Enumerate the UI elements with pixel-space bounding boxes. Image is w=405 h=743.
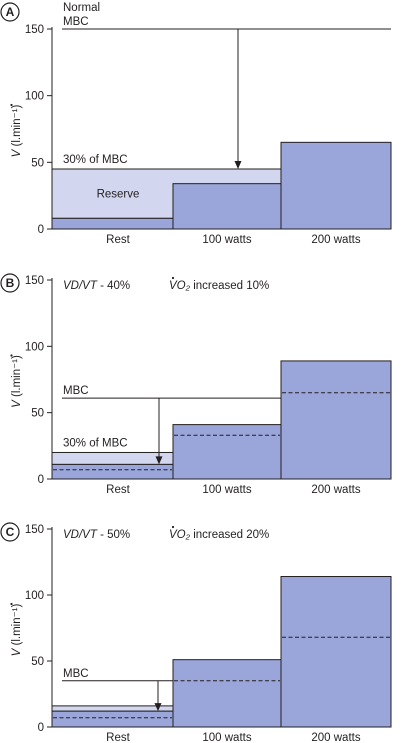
x-category-label: 200 watts: [311, 484, 360, 496]
annotation-vd-vt-symbol-rest: D/VT: [71, 280, 98, 292]
annotation-vd-vt-symbol-rest: D/VT: [71, 529, 98, 541]
annotation-vo2-symbol: V: [169, 529, 178, 541]
y-tick-label: 150: [25, 524, 44, 536]
bar-1: [172, 659, 282, 728]
y-axis-label-units: (l.min⁻¹): [11, 104, 23, 149]
annotation-vd-vt-text: VD/VT - 50%: [63, 529, 130, 541]
y-axis-label-units: (l.min⁻¹): [11, 355, 23, 400]
x-category-label: Rest: [106, 732, 130, 743]
x-category-label: 200 watts: [311, 234, 360, 246]
y-tick-label: 0: [38, 722, 44, 734]
panel-letter-badge: [0, 522, 20, 542]
panel-letter: A: [6, 5, 15, 19]
y-tick-label: 100: [25, 590, 44, 602]
x-category-label: Rest: [106, 484, 130, 496]
y-axis-label: V (l.min⁻¹): [11, 355, 23, 408]
panel-letter: B: [6, 276, 15, 290]
reserve-label: Reserve: [97, 189, 140, 201]
annotation-vo2: VO₂ increased 20%: [169, 529, 269, 541]
bar-0: [51, 463, 174, 480]
bar-1: [172, 424, 282, 480]
y-tick-label: 0: [38, 224, 44, 236]
reserve-band: [51, 705, 174, 712]
annotation-vo2-symbol-rest: O₂: [177, 280, 191, 292]
mbc-label: MBC: [63, 385, 89, 397]
bar-0: [51, 217, 174, 230]
x-category-label: Rest: [106, 234, 130, 246]
annotation-vo2-symbol: V: [169, 280, 178, 292]
annotation-vo2-dot: [171, 276, 175, 280]
y-axis-label: V (l.min⁻¹): [11, 603, 23, 656]
annotation-vo2-text: VO₂ increased 20%: [169, 529, 269, 541]
y-axis-label-dot: [10, 602, 13, 606]
y-tick-label: 50: [31, 408, 44, 420]
mbc-label-top: Normal: [63, 2, 100, 14]
mbc-label: MBC: [63, 16, 89, 28]
y-tick-label: 0: [38, 474, 44, 486]
annotation-vd-vt: VD/VT - 50%: [63, 529, 130, 541]
y-axis-label-dot: [10, 103, 13, 107]
annotation-vo2: VO₂ increased 10%: [169, 280, 269, 292]
annotation-vd-vt-suffix: - 50%: [97, 529, 130, 541]
panel-letter-badge: [0, 2, 20, 22]
y-tick-label: 100: [25, 341, 44, 353]
x-category-label: 100 watts: [202, 234, 251, 246]
annotation-vo2-suffix: increased 10%: [190, 280, 269, 292]
y-axis-label-symbol: V: [11, 399, 23, 408]
y-axis-label-dot: [10, 354, 13, 357]
annotation-vo2-suffix: increased 20%: [190, 529, 269, 541]
annotation-vo2-symbol-rest: O₂: [177, 529, 191, 541]
panel-A: A V (l.min⁻¹) 0 50 100 150 Reserve Normal MBC 30%…: [0, 2, 392, 246]
panel-letter: C: [6, 525, 15, 539]
reserve-band: [51, 451, 174, 465]
annotation-vd-vt: VD/VT - 40%: [63, 280, 130, 292]
annotation-vo2-text: VO₂ increased 10%: [169, 280, 269, 292]
bar-2: [280, 141, 392, 230]
y-tick-label: 150: [25, 275, 44, 287]
y-tick-label: 150: [25, 24, 44, 36]
bar-2: [280, 576, 392, 728]
annotation-vd-vt-text: VD/VT - 40%: [63, 280, 130, 292]
annotation-vd-vt-suffix: - 40%: [97, 280, 130, 292]
arrow-head: [234, 161, 242, 169]
mbc-label: MBC: [63, 668, 89, 680]
y-tick-label: 100: [25, 91, 44, 103]
bar-0: [51, 710, 174, 728]
y-axis-label-units: (l.min⁻¹): [11, 603, 23, 648]
y-tick-label: 50: [31, 656, 44, 668]
bar-1: [172, 183, 282, 230]
panel-B: B V (l.min⁻¹) 0 50 100 150 MBC 30% of MBC VD/VT …: [0, 273, 392, 496]
x-category-label: 100 watts: [202, 732, 251, 743]
arrow-head: [154, 703, 162, 712]
annotation-vd-vt-symbol: V: [63, 280, 72, 292]
x-category-label: 100 watts: [202, 484, 251, 496]
y-axis-label-symbol: V: [11, 647, 23, 656]
y-tick-label: 50: [31, 157, 44, 169]
y-axis-label: V (l.min⁻¹): [11, 104, 23, 157]
annotation-vd-vt-symbol: V: [63, 529, 72, 541]
mbc30-label: 30% of MBC: [63, 154, 128, 166]
mbc30-label: 30% of MBC: [63, 437, 128, 449]
arrow-head: [155, 456, 163, 465]
bar-2: [280, 360, 392, 480]
annotation-vo2-dot: [171, 525, 175, 529]
y-axis-label-symbol: V: [11, 148, 23, 157]
panel-letter-badge: [0, 273, 20, 293]
x-category-label: 200 watts: [311, 732, 360, 743]
